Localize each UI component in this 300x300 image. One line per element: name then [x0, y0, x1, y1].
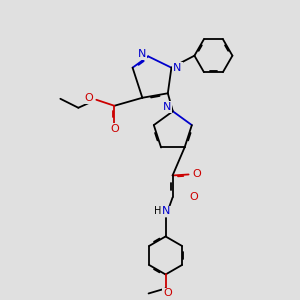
Text: N: N: [138, 49, 146, 59]
Text: N: N: [173, 63, 182, 73]
Text: O: O: [110, 124, 119, 134]
Text: H: H: [154, 206, 161, 217]
Text: O: O: [192, 169, 201, 179]
Text: N: N: [163, 102, 171, 112]
Text: O: O: [84, 93, 93, 103]
Text: N: N: [161, 206, 170, 217]
Text: O: O: [163, 289, 172, 298]
Text: O: O: [189, 193, 198, 202]
